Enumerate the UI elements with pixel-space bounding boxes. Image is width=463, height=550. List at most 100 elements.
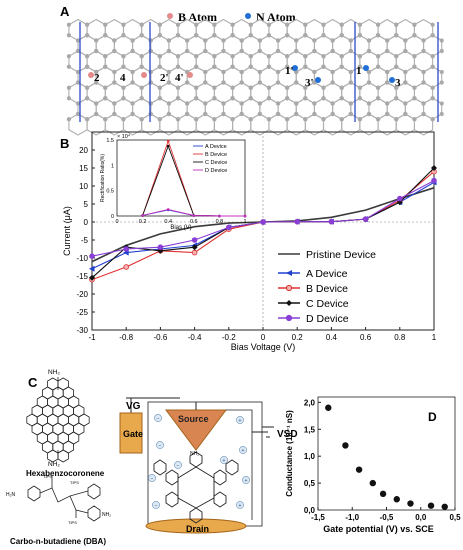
inset-point <box>166 208 170 211</box>
carbon-atom <box>203 48 208 54</box>
y-tick-label: -15 <box>76 272 88 281</box>
carbon-atom <box>194 33 199 38</box>
carbon-atom <box>412 85 417 90</box>
carbon-atom <box>75 101 81 106</box>
carbon-atom <box>203 80 208 85</box>
d-x-tick-label: -1,5 <box>311 513 325 522</box>
inset-x-label: Bias (V) <box>170 225 191 231</box>
carbon-atom <box>439 111 444 117</box>
carbon-atom <box>175 33 181 38</box>
carbon-atom <box>303 54 308 59</box>
carbon-atom <box>357 64 362 69</box>
carbon-atom <box>275 48 281 54</box>
carbon-atom <box>239 80 244 85</box>
carbon-atom <box>248 54 253 59</box>
ion-charge: − <box>155 503 158 509</box>
data-point <box>362 216 369 222</box>
carbon-atom <box>348 48 353 54</box>
carbon-atom <box>75 80 81 85</box>
carbon-atom <box>330 48 335 54</box>
carbon-atom <box>194 85 199 90</box>
molecule-nh2: NH₂ <box>190 451 199 457</box>
panel-a-label: A <box>60 4 70 19</box>
carbon-atom <box>294 48 299 54</box>
inset-x-tick: 0.2 <box>139 219 147 225</box>
carbon-atom <box>257 111 262 117</box>
carbon-atom <box>203 38 208 43</box>
inset-x-tick: 0.8 <box>216 219 224 225</box>
carbon-atom <box>357 117 362 122</box>
gate-label: Gate <box>123 429 143 439</box>
hbc-name: Hexabenzocoronene <box>26 469 105 478</box>
site-label: 2' <box>160 72 169 84</box>
carbon-atom <box>212 85 217 90</box>
ion <box>174 461 182 469</box>
carbon-atom <box>121 54 126 59</box>
inset-legend-label: D Device <box>205 168 227 174</box>
carbon-atom <box>230 22 235 27</box>
bridging-molecule <box>153 451 239 524</box>
carbon-atom <box>294 111 299 117</box>
y-tick-label: 5 <box>84 200 89 209</box>
legend-marker <box>286 300 292 306</box>
carbon-atom <box>366 38 372 43</box>
carbon-atom <box>103 54 108 59</box>
carbon-atom <box>339 117 344 122</box>
carbon-atom <box>366 48 372 54</box>
carbon-atom <box>339 64 344 69</box>
drain-electrode <box>145 518 247 534</box>
carbon-atom <box>285 64 290 69</box>
carbon-atom <box>412 64 417 69</box>
carbon-atom <box>148 80 153 85</box>
x-tick-label: -0.8 <box>119 333 133 342</box>
panel-c-label: C <box>28 375 38 390</box>
y-tick-label: -5 <box>81 236 89 245</box>
x-tick-label: -1 <box>88 333 96 342</box>
carbon-atom <box>103 117 108 122</box>
carbon-atom <box>403 101 408 106</box>
carbon-atom <box>221 101 226 106</box>
hbc-bottom-nh2: NH₂ <box>48 461 60 468</box>
d-data-point <box>441 503 448 510</box>
y-tick-label: 15 <box>79 164 88 173</box>
carbon-atom <box>439 80 444 85</box>
carbon-atom <box>385 101 390 106</box>
data-point <box>89 253 95 260</box>
rectification-inset: 0 0.2 0.4 0.6 0.8 1 0 0.5 1 1.5× 10⁴ Bias (V) Recti… <box>100 133 247 231</box>
carbon-atom <box>166 111 172 117</box>
carbon-atom <box>357 33 362 38</box>
carbon-atom <box>285 54 290 59</box>
x-tick-label: 0.6 <box>360 333 372 342</box>
inset-y-tick: 0.5 <box>106 189 114 195</box>
carbon-atom <box>157 33 162 38</box>
carbon-atom <box>148 69 153 75</box>
carbon-atom <box>139 22 144 27</box>
n-atom-legend: N Atom <box>256 10 296 24</box>
carbon-atom <box>266 33 272 38</box>
data-point <box>191 249 198 256</box>
carbon-atom <box>375 33 381 38</box>
carbon-atom <box>303 33 308 38</box>
carbon-atom <box>430 85 435 90</box>
carbon-atom <box>230 85 235 90</box>
carbon-atom <box>84 96 90 101</box>
carbon-atom <box>84 22 90 27</box>
carbon-atom <box>130 101 135 106</box>
carbon-atom <box>230 64 235 69</box>
inset-y-tick: 1 <box>111 163 114 169</box>
carbon-atom <box>75 38 81 43</box>
carbon-atom <box>266 117 272 122</box>
nitrogen-dopant <box>315 77 321 83</box>
d-y-axis-label: Conductance (10⁻¹ nS) <box>285 410 294 497</box>
inset-legend-label: B Device <box>205 152 227 158</box>
carbon-atom <box>66 96 72 101</box>
carbon-atom <box>312 111 317 117</box>
carbon-atom <box>212 33 217 38</box>
carbon-atom <box>84 54 90 59</box>
legend-label: C Device <box>306 298 349 310</box>
carbon-atom <box>321 33 326 38</box>
carbon-atom <box>194 96 199 101</box>
x-tick-label: -0.4 <box>188 333 202 342</box>
hexabenzocoronene-structure <box>26 377 90 463</box>
carbon-atom <box>203 101 208 106</box>
